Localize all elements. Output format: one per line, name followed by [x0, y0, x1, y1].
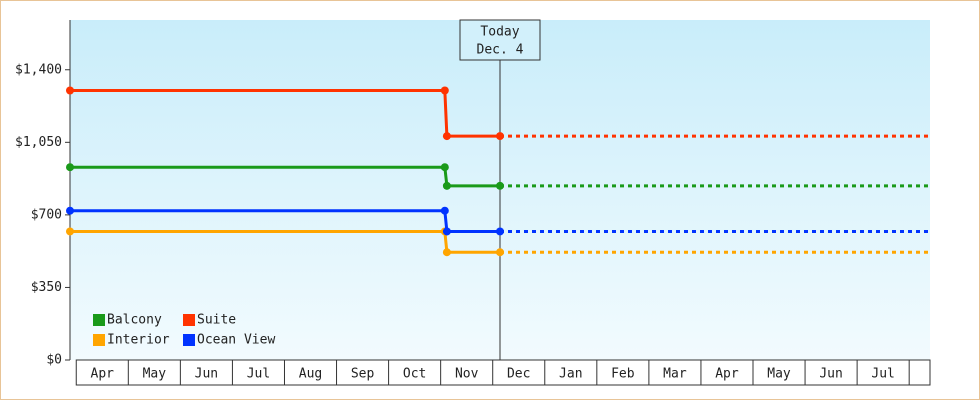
y-tick-label: $700	[31, 207, 62, 222]
data-point	[440, 86, 449, 95]
x-axis-box	[75, 359, 931, 386]
data-point	[442, 181, 451, 190]
legend-label: Ocean View	[197, 333, 275, 348]
x-tick-label: Jun	[195, 367, 218, 382]
legend-swatch	[183, 314, 195, 326]
x-tick-label: Apr	[715, 367, 739, 382]
x-tick-label: Jul	[247, 367, 270, 382]
x-tick-label: Dec	[507, 367, 530, 382]
data-point	[496, 248, 504, 257]
legend-label: Suite	[197, 313, 236, 328]
x-tick-label: Jan	[559, 367, 582, 382]
x-tick-label: May	[143, 367, 167, 382]
data-point	[442, 227, 451, 236]
legend-swatch	[93, 314, 105, 326]
data-point	[442, 132, 451, 141]
legend-swatch	[183, 334, 195, 346]
data-point	[496, 181, 504, 190]
series-line	[70, 229, 500, 254]
x-tick-label: May	[767, 367, 791, 382]
data-point	[496, 132, 504, 141]
legend-label: Balcony	[107, 313, 162, 328]
y-tick-label: $1,050	[15, 135, 62, 150]
data-point	[66, 227, 74, 236]
series-line	[70, 88, 500, 138]
x-tick-label: Apr	[91, 367, 115, 382]
today-label: Today	[480, 25, 519, 40]
x-tick-label: Aug	[299, 367, 322, 382]
series-line	[70, 165, 500, 188]
data-point	[66, 86, 74, 95]
y-tick-label: $0	[46, 353, 62, 368]
data-point	[66, 206, 74, 215]
y-tick-label: $350	[31, 280, 62, 295]
data-point	[442, 248, 451, 257]
x-tick-label: Nov	[455, 367, 479, 382]
series-line	[70, 209, 500, 233]
x-tick-label: Sep	[351, 367, 375, 382]
legend-swatch	[93, 334, 105, 346]
data-point	[440, 163, 449, 172]
legend-label: Interior	[107, 333, 170, 348]
x-tick-label: Jul	[871, 367, 894, 382]
x-tick-label: Jun	[819, 367, 842, 382]
today-box	[459, 19, 541, 61]
y-tick-label: $1,400	[15, 62, 62, 77]
data-point	[440, 206, 449, 215]
today-label: Dec. 4	[477, 43, 524, 58]
data-point	[496, 227, 504, 236]
x-tick-label: Feb	[611, 367, 635, 382]
data-point	[66, 163, 74, 172]
x-tick-label: Oct	[403, 367, 426, 382]
x-tick-label: Mar	[663, 367, 687, 382]
